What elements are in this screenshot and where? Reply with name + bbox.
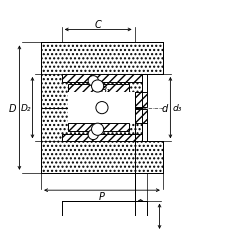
Circle shape [91, 81, 103, 93]
Text: D: D [9, 103, 16, 113]
Polygon shape [134, 93, 146, 107]
Polygon shape [62, 134, 142, 142]
Text: S₁: S₁ [135, 202, 144, 211]
Polygon shape [41, 108, 162, 173]
Circle shape [88, 130, 98, 140]
Polygon shape [67, 124, 128, 131]
Polygon shape [131, 201, 136, 207]
Polygon shape [62, 201, 146, 229]
Circle shape [91, 124, 103, 136]
Circle shape [88, 76, 98, 87]
Text: B₁: B₁ [100, 85, 110, 94]
Polygon shape [41, 43, 162, 108]
Polygon shape [67, 85, 128, 93]
Text: d₃: d₃ [172, 104, 181, 113]
Circle shape [95, 102, 108, 114]
Polygon shape [134, 109, 146, 124]
Text: C: C [94, 20, 101, 30]
Text: d: d [161, 103, 167, 113]
Polygon shape [62, 75, 142, 82]
Polygon shape [62, 201, 66, 207]
Polygon shape [131, 226, 136, 229]
Polygon shape [62, 226, 66, 229]
Text: D₂: D₂ [21, 104, 31, 113]
Text: P: P [99, 191, 104, 201]
Polygon shape [67, 93, 134, 124]
